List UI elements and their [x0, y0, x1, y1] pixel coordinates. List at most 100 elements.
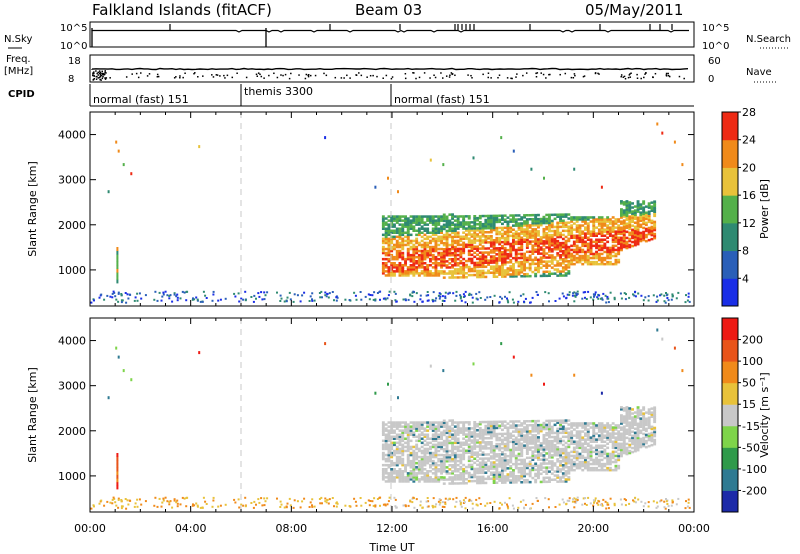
heatmap-cell: [556, 445, 560, 449]
heatmap-cell: [525, 232, 529, 235]
heatmap-cell: [492, 241, 496, 244]
heatmap-cell: [567, 239, 571, 243]
heatmap-cell: [445, 229, 449, 233]
heatmap-cell: [417, 274, 421, 277]
heatmap-cell: [487, 259, 490, 262]
heatmap-cell: [581, 462, 585, 466]
heatmap-cell: [619, 498, 622, 501]
heatmap-cell: [429, 425, 432, 428]
heatmap-cell: [456, 219, 460, 222]
heatmap-cell: [620, 222, 623, 225]
heatmap-cell: [393, 468, 396, 471]
heatmap-cell: [653, 214, 657, 218]
colorbar-swatch: [722, 222, 738, 252]
heatmap-cell: [476, 245, 479, 248]
heatmap-cell: [578, 236, 582, 239]
heatmap-cell: [398, 272, 402, 275]
heatmap-cell: [652, 294, 655, 297]
heatmap-cell: [465, 223, 468, 226]
heatmap-cell: [525, 452, 529, 455]
heatmap-cell: [369, 500, 372, 502]
heatmap-cell: [620, 408, 623, 411]
heatmap-cell: [406, 231, 410, 234]
heatmap-cell: [517, 466, 521, 470]
heatmap-cell: [390, 470, 394, 473]
heatmap-cell: [431, 247, 435, 251]
heatmap-cell: [462, 247, 466, 251]
heatmap-cell: [575, 426, 579, 429]
heatmap-cell: [484, 214, 488, 218]
heatmap-cell: [261, 504, 264, 507]
heatmap-cell: [622, 233, 626, 237]
heatmap-cell: [390, 229, 394, 232]
heatmap-cell: [537, 240, 540, 243]
heatmap-cell: [398, 253, 402, 257]
heatmap-cell: [545, 476, 549, 479]
heatmap-cell: [448, 427, 452, 430]
heatmap-cell: [614, 424, 618, 427]
heatmap-cell: [478, 477, 482, 481]
heatmap-cell: [593, 501, 595, 504]
heatmap-cell: [542, 442, 546, 445]
nave-dot: [628, 74, 631, 76]
heatmap-cell: [462, 274, 466, 277]
heatmap-cell: [512, 420, 515, 423]
heatmap-cell: [553, 439, 557, 443]
heatmap-cell: [467, 455, 471, 459]
heatmap-cell: [539, 423, 543, 427]
heatmap-cell: [431, 257, 435, 261]
heatmap-cell: [525, 478, 529, 482]
heatmap-cell: [508, 497, 511, 500]
heatmap-cell: [512, 273, 515, 276]
heatmap-cell: [584, 216, 587, 219]
heatmap-cell: [404, 476, 407, 479]
heatmap-cell: [517, 242, 521, 246]
heatmap-cell: [564, 264, 568, 267]
heatmap-cell: [412, 466, 416, 469]
heatmap-cell: [456, 431, 460, 434]
heatmap-cell: [453, 247, 457, 251]
heatmap-cell: [503, 420, 507, 423]
heatmap-cell: [440, 459, 443, 463]
nave-dot: [645, 72, 647, 74]
heatmap-cell: [426, 497, 429, 499]
heatmap-cell: [568, 497, 571, 500]
heatmap-cell: [559, 215, 562, 218]
heatmap-cell: [423, 427, 427, 430]
heatmap-cell: [542, 440, 546, 443]
heatmap-cell: [572, 222, 576, 225]
heatmap-cell: [534, 262, 538, 266]
heatmap-cell: [412, 468, 416, 471]
heatmap-cell: [520, 472, 524, 476]
heatmap-cell: [409, 466, 413, 469]
heatmap-cell: [501, 432, 504, 436]
heatmap-cell: [114, 295, 117, 298]
heatmap-cell: [412, 478, 416, 481]
heatmap-cell: [509, 471, 513, 474]
heatmap-cell: [570, 230, 574, 233]
heatmap-cell: [181, 290, 184, 293]
heatmap-cell: [387, 176, 389, 180]
heatmap-cell: [507, 301, 510, 304]
heatmap-cell: [429, 231, 432, 234]
heatmap-cell: [406, 219, 410, 222]
heatmap-cell: [506, 463, 510, 466]
heatmap-cell: [442, 223, 446, 227]
heatmap-cell: [531, 419, 535, 423]
heatmap-cell: [595, 254, 598, 258]
heatmap-cell: [445, 223, 449, 227]
heatmap-cell: [420, 270, 424, 273]
heatmap-cell: [503, 461, 507, 464]
heatmap-cell: [603, 440, 607, 443]
heatmap-cell: [484, 445, 488, 448]
heatmap-cell: [423, 474, 427, 477]
nave-dot: [103, 72, 105, 75]
heatmap-cell: [409, 255, 413, 259]
heatmap-cell: [572, 464, 576, 468]
heatmap-cell: [454, 505, 457, 508]
heatmap-cell: [570, 458, 574, 462]
heatmap-cell: [537, 232, 540, 235]
heatmap-cell: [489, 218, 493, 222]
heatmap-cell: [336, 296, 339, 299]
heatmap-cell: [625, 418, 629, 421]
